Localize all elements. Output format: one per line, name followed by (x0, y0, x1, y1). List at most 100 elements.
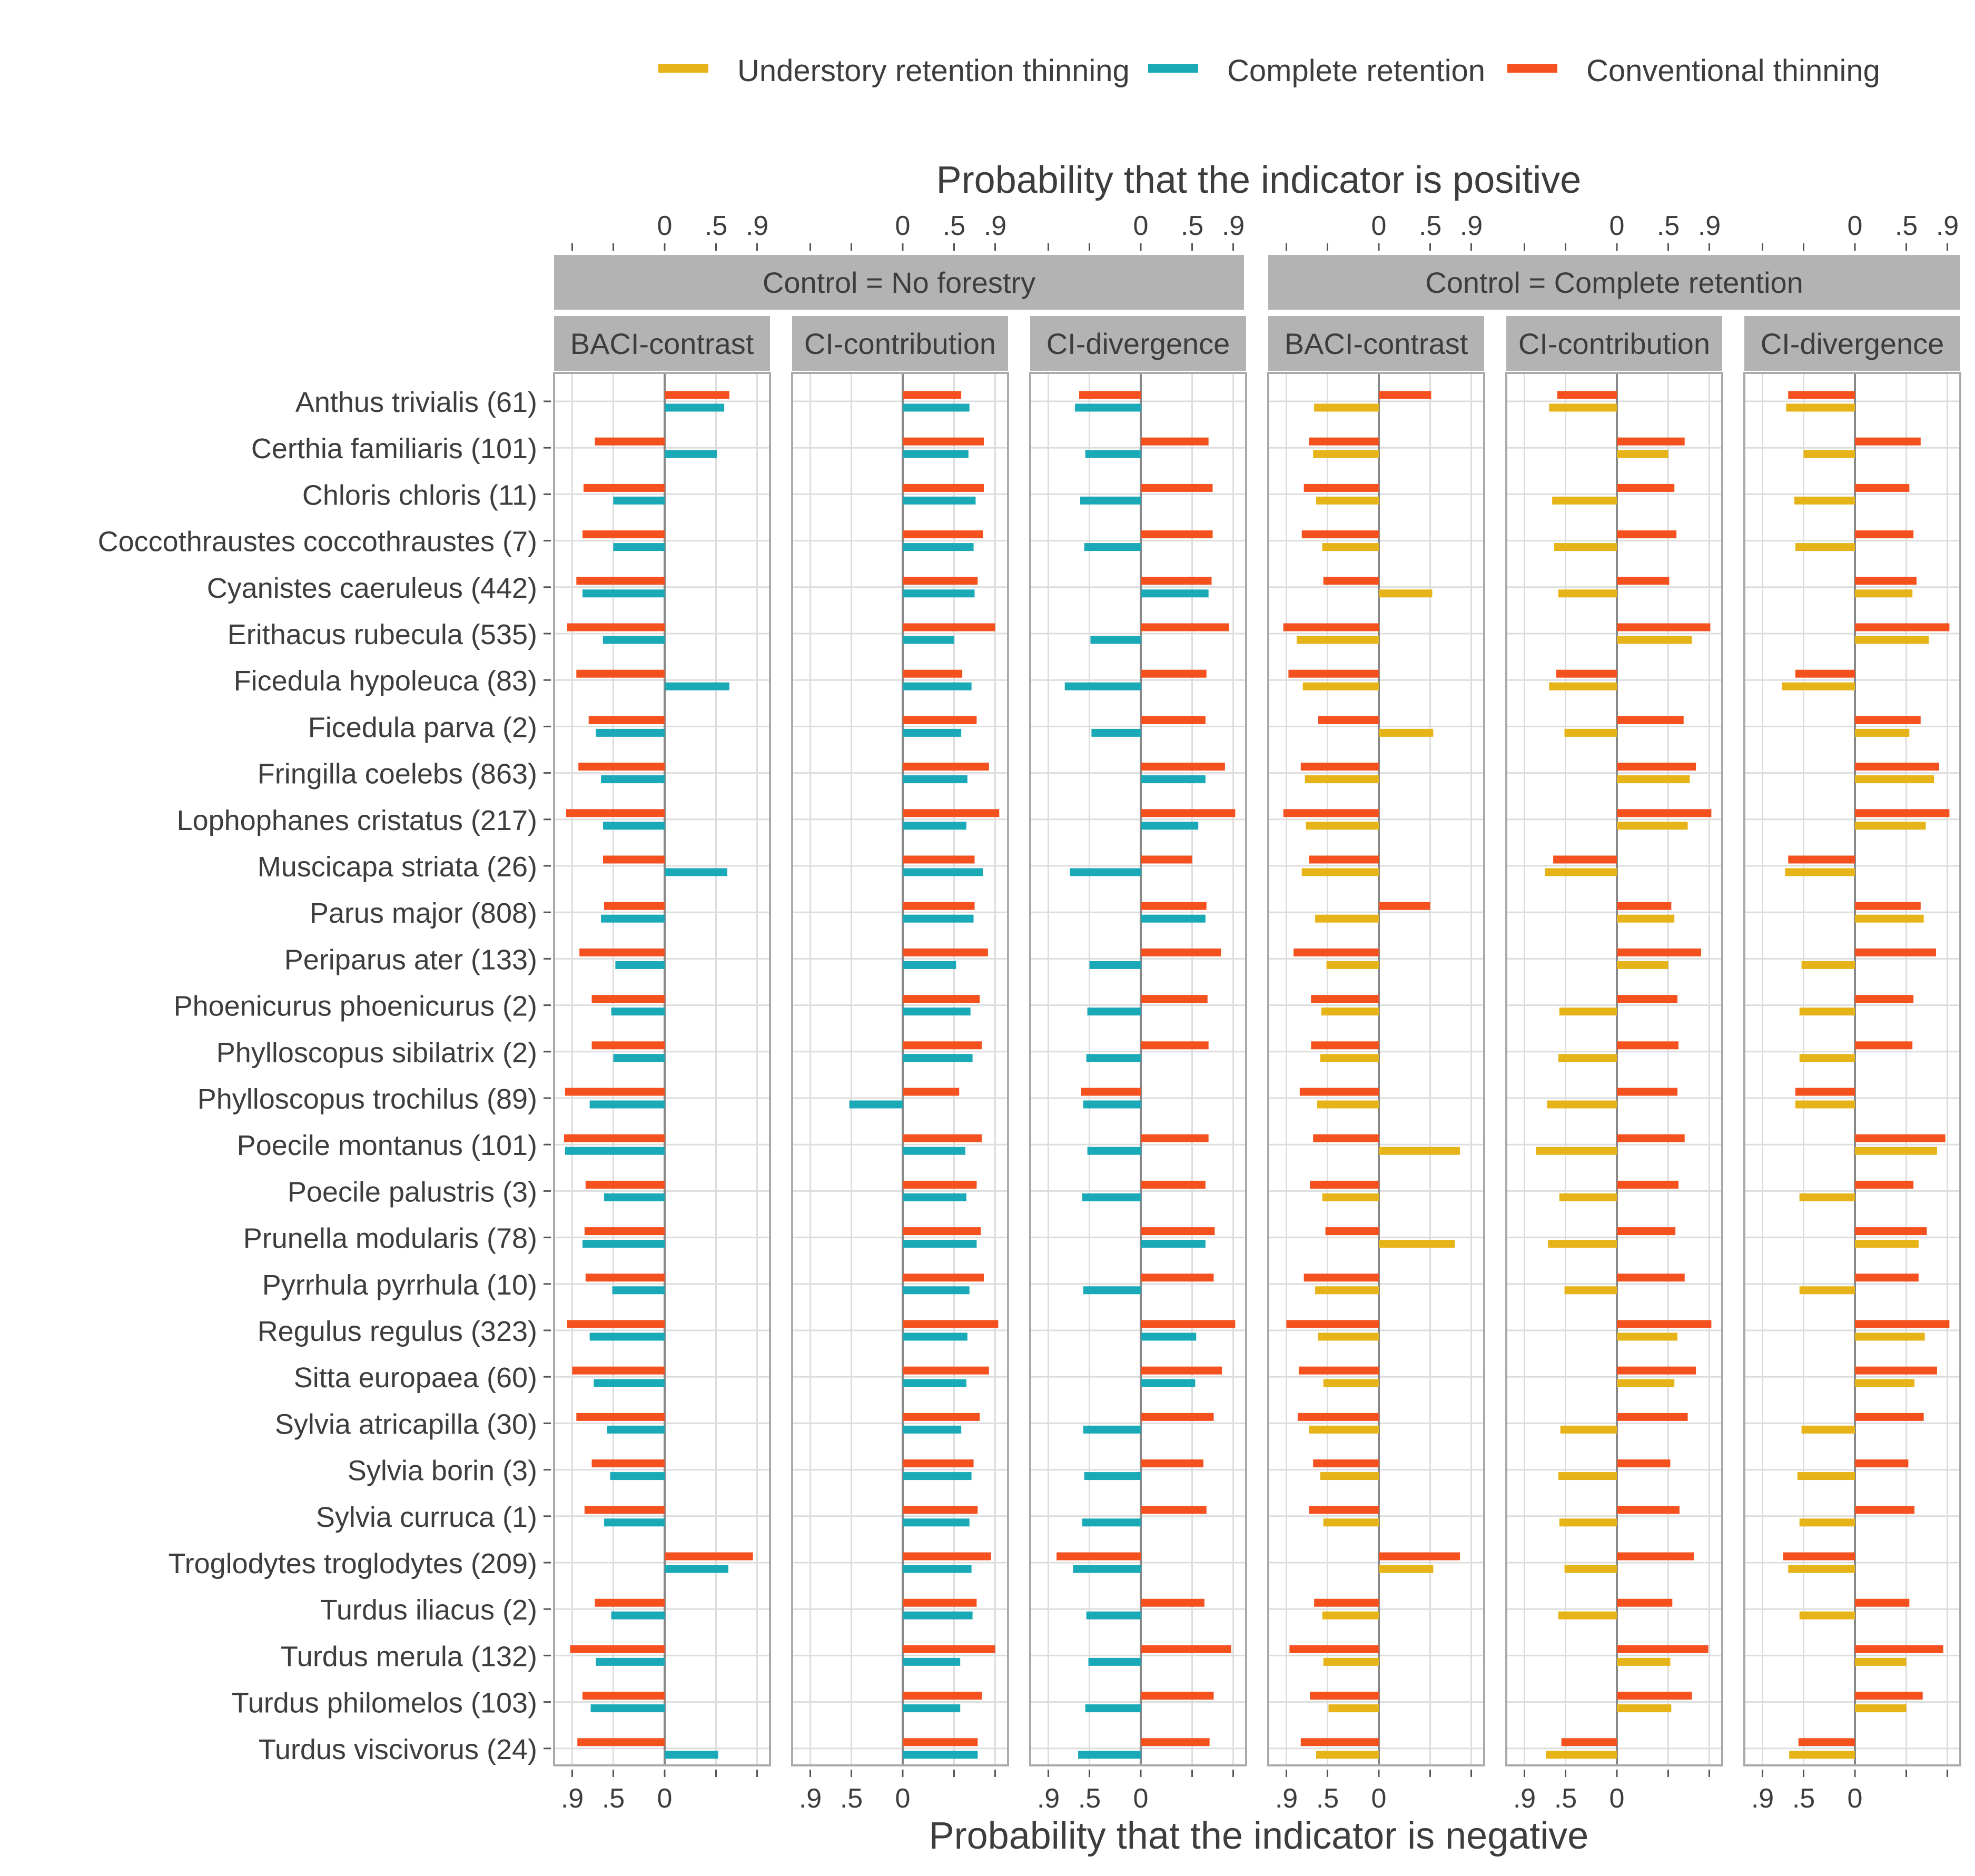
bar-understory (1855, 589, 1913, 598)
bar-conventional (1855, 716, 1921, 724)
bar-complete (610, 1472, 665, 1480)
bar-conventional (1141, 1227, 1215, 1236)
bar-conventional (1617, 1692, 1692, 1700)
species-label: Turdus philomelos (103) (232, 1687, 537, 1719)
bar-conventional (1297, 1413, 1379, 1421)
group-strip (554, 255, 1244, 310)
panel-border (1267, 372, 1485, 1766)
bar-conventional (903, 1738, 978, 1746)
bar-conventional (1855, 763, 1939, 771)
bar-complete (603, 636, 665, 644)
bar-conventional (1855, 1134, 1946, 1142)
bar-complete (903, 1425, 962, 1434)
bar-conventional (1617, 809, 1712, 817)
bar-complete (903, 961, 956, 969)
bar-understory (1546, 1751, 1617, 1759)
bar-understory (1564, 1565, 1617, 1573)
bar-understory (1318, 1332, 1379, 1341)
bar-conventional (604, 902, 665, 910)
bar-conventional (1617, 623, 1711, 631)
bar-conventional (1309, 855, 1379, 864)
top-tick-label: .5 (1181, 211, 1203, 241)
panel-border (1743, 372, 1961, 1766)
bar-understory (1322, 1193, 1379, 1201)
bar-complete (665, 682, 729, 690)
bar-conventional (1141, 948, 1221, 956)
bar-conventional (1141, 669, 1207, 678)
bar-conventional (576, 577, 665, 585)
bar-conventional (567, 1320, 665, 1328)
panel-border (791, 372, 1009, 1766)
bottom-axis-title: Probability that the indicator is negati… (929, 1815, 1589, 1857)
bar-conventional (1795, 1088, 1855, 1096)
species-label: Ficedula hypoleuca (83) (234, 665, 537, 697)
bar-conventional (1855, 1413, 1924, 1421)
bar-conventional (1617, 577, 1670, 585)
bar-conventional (564, 1134, 665, 1142)
bar-understory (1801, 1425, 1855, 1434)
bar-conventional (1309, 437, 1379, 446)
bar-complete (903, 1286, 970, 1295)
bar-understory (1315, 1286, 1379, 1295)
bar-understory (1855, 822, 1926, 830)
bar-conventional (1299, 1088, 1379, 1096)
bar-conventional (903, 1320, 999, 1328)
species-label: Sylvia curruca (1) (316, 1502, 537, 1533)
bar-understory (1855, 636, 1929, 644)
bar-complete (903, 1472, 972, 1480)
bar-complete (589, 1332, 665, 1341)
bar-understory (1617, 961, 1668, 969)
bar-understory (1328, 1704, 1379, 1713)
bar-conventional (1310, 1692, 1379, 1700)
bar-complete (903, 1379, 966, 1387)
bar-conventional (1288, 669, 1379, 678)
bar-understory (1320, 1054, 1379, 1062)
bar-complete (903, 1147, 965, 1155)
bar-understory (1379, 1240, 1455, 1248)
top-tick-label: 0 (1848, 211, 1863, 241)
bar-complete (613, 543, 665, 551)
species-label: Cyanistes caeruleus (442) (207, 572, 537, 604)
species-label: Sitta europaea (60) (294, 1362, 537, 1394)
bar-complete (665, 450, 717, 458)
bar-conventional (1617, 1459, 1671, 1468)
bar-conventional (1283, 809, 1379, 817)
bar-conventional (1141, 577, 1212, 585)
bottom-tick-label: .9 (1751, 1783, 1774, 1814)
top-tick-label: .5 (705, 211, 727, 241)
bar-conventional (903, 995, 980, 1003)
bar-complete (611, 1008, 665, 1016)
species-label: Sylvia borin (3) (348, 1455, 537, 1487)
bar-conventional (1141, 1180, 1206, 1189)
bar-complete (582, 1240, 665, 1248)
bar-complete (1078, 1751, 1141, 1759)
legend-label-complete: Complete retention (1227, 54, 1485, 88)
bar-conventional (1303, 483, 1379, 492)
bar-complete (903, 496, 976, 505)
panel-3: BACI-contrast 0 .5 .9 .9 .5 0 (1267, 211, 1485, 1814)
bar-conventional (903, 1459, 974, 1468)
bottom-tick-label: 0 (1848, 1783, 1863, 1814)
top-tick-label: 0 (1133, 211, 1149, 241)
bar-conventional (1289, 1645, 1379, 1653)
top-tick-label: .9 (746, 211, 768, 241)
bar-conventional (595, 437, 665, 446)
bar-understory (1855, 728, 1910, 737)
bar-conventional (1313, 1134, 1379, 1142)
bar-conventional (1617, 530, 1677, 539)
bar-conventional (1617, 1598, 1673, 1607)
bar-conventional (1286, 1320, 1379, 1328)
bar-complete (1075, 403, 1141, 412)
bar-understory (1855, 1657, 1907, 1666)
bar-conventional (1379, 1552, 1460, 1561)
bar-conventional (903, 1506, 978, 1514)
bar-conventional (1303, 1273, 1379, 1282)
bar-complete (604, 1193, 665, 1201)
bar-understory (1803, 450, 1855, 458)
panel-5: CI-divergence 0 .5 .9 .9 .5 0 (1743, 211, 1961, 1814)
bar-understory (1560, 1425, 1617, 1434)
bar-conventional (1783, 1552, 1855, 1561)
species-label: Erithacus rubecula (535) (228, 619, 537, 650)
panel-strip (1268, 316, 1484, 371)
bar-understory (1549, 403, 1617, 412)
